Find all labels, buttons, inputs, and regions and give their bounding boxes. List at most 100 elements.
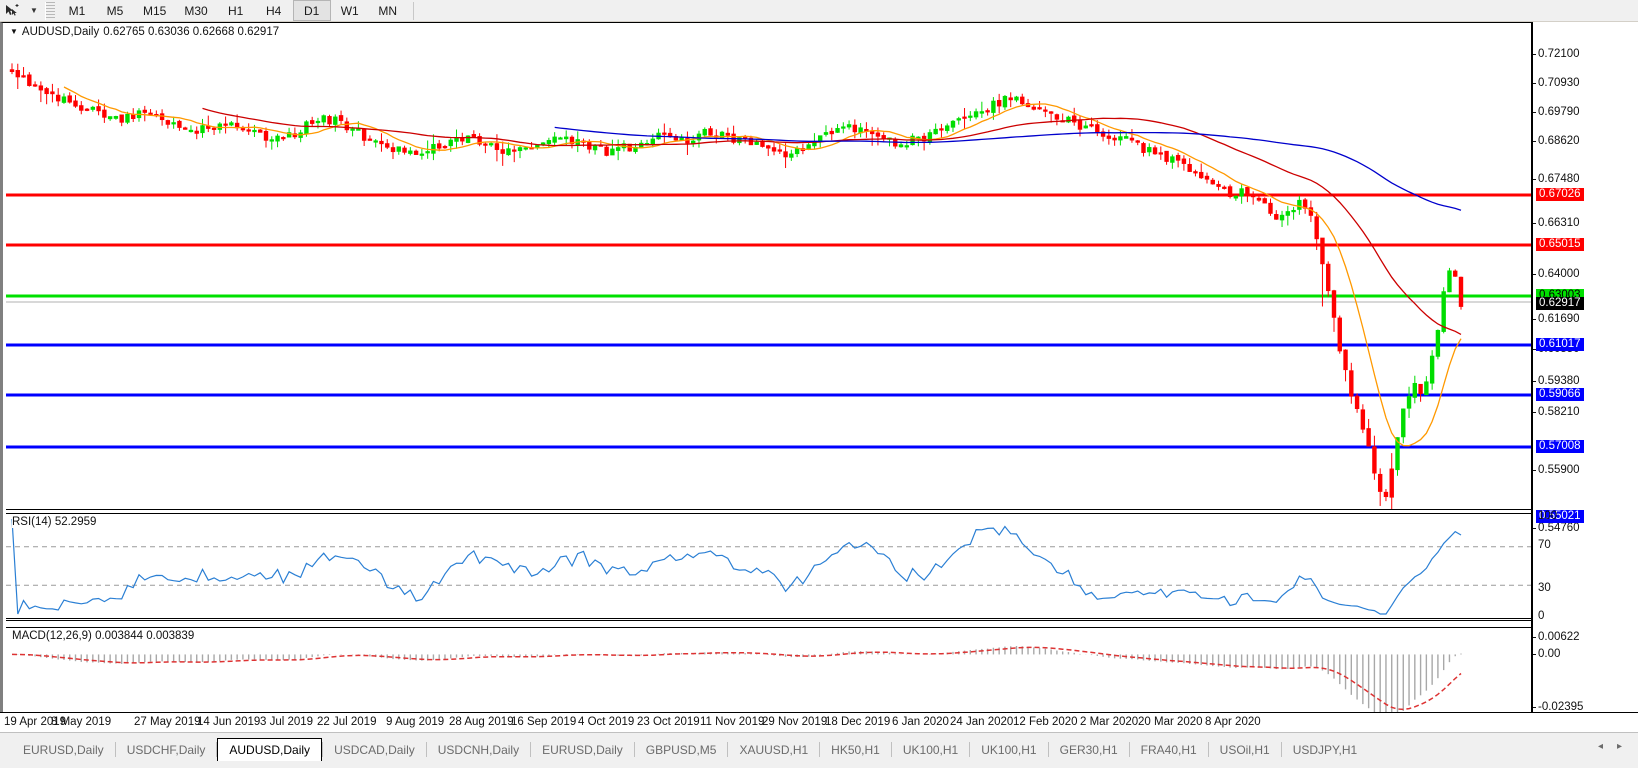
candle-body — [662, 132, 667, 135]
tab-separator — [216, 742, 218, 757]
time-axis[interactable]: 19 Apr 2019 8 May 2019 27 May 2019 14 Jun 2… — [0, 712, 1638, 732]
chart-tab-usdcnh-daily[interactable]: USDCNH,Daily — [437, 742, 520, 757]
candle-body — [483, 143, 488, 146]
candle-body — [315, 120, 321, 124]
candle-body — [719, 131, 725, 139]
price-pane-ohlc: 0.62765 0.63036 0.62668 0.62917 — [103, 26, 280, 38]
triangle-right-icon[interactable]: ▸ — [1616, 741, 1622, 752]
time-axis-label: 27 May 2019 — [134, 716, 201, 728]
candle-body — [869, 130, 875, 135]
rsi-tick: 70 — [1538, 539, 1551, 551]
chevron-down-icon[interactable]: ▼ — [10, 27, 18, 36]
candle-body — [1279, 214, 1285, 221]
price-level-label-0.57008[interactable]: 0.57008 — [1536, 440, 1584, 453]
candle-body — [1360, 409, 1366, 430]
candle-body — [1395, 437, 1400, 471]
rsi-plot[interactable] — [6, 514, 1534, 618]
chart-tab-usoil-h1[interactable]: USOil,H1 — [1219, 742, 1270, 757]
candle-body — [818, 135, 823, 141]
candle-body — [431, 144, 436, 154]
price-level-label-0.55021[interactable]: 0.55021 — [1536, 510, 1584, 523]
chart-tab-ger30-h1[interactable]: GER30,H1 — [1059, 742, 1118, 757]
chart-tab-xauusd-h1[interactable]: XAUUSD,H1 — [739, 742, 809, 757]
candle-body — [846, 124, 852, 128]
candle-body — [973, 111, 979, 118]
chart-tab-usdjpy-h1[interactable]: USDJPY,H1 — [1292, 742, 1358, 757]
chart-tab-eurusd-daily[interactable]: EURUSD,Daily — [542, 742, 623, 757]
toolbar-grip-icon[interactable] — [45, 1, 55, 20]
chart-tab-uk100-h1[interactable]: UK100,H1 — [981, 742, 1037, 757]
macd-plot[interactable] — [6, 628, 1534, 713]
chart-tab-eurusd-daily[interactable]: EURUSD,Daily — [23, 742, 104, 757]
timeframe-button-m15[interactable]: M15 — [143, 3, 167, 18]
chart-tab-gbpusd-m5[interactable]: GBPUSD,M5 — [645, 742, 717, 757]
candle-body — [546, 140, 552, 144]
price-pane[interactable]: ▼ AUDUSD,Daily 0.62765 0.63036 0.62668 0… — [6, 23, 1534, 509]
tab-separator — [114, 742, 116, 757]
time-axis-label: 2 Mar 2020 — [1080, 716, 1139, 728]
candle-body — [777, 149, 782, 152]
chart-tab-usdchf-daily[interactable]: USDCHF,Daily — [126, 742, 206, 757]
time-axis-label: 9 Aug 2019 — [386, 716, 445, 728]
candle-body — [1100, 131, 1106, 137]
candle-body — [852, 124, 858, 133]
rsi-pane[interactable]: RSI(14) 52.2959 — [6, 513, 1534, 619]
price-level-label-0.61017[interactable]: 0.61017 — [1536, 338, 1584, 351]
price-level-label-0.67026[interactable]: 0.67026 — [1536, 188, 1584, 201]
candle-body — [385, 143, 390, 148]
candle-body — [1337, 317, 1342, 352]
candle-body — [945, 125, 950, 131]
timeframe-button-h1[interactable]: H1 — [228, 3, 244, 18]
candle-body — [1297, 199, 1302, 210]
chart-area[interactable]: ▼ AUDUSD,Daily 0.62765 0.63036 0.62668 0… — [0, 22, 1638, 713]
crosshair-cursor-icon[interactable] — [0, 1, 26, 21]
candle-body — [21, 75, 26, 78]
chart-tab-fra40-h1[interactable]: FRA40,H1 — [1140, 742, 1197, 757]
chevron-down-icon[interactable]: ▼ — [30, 6, 38, 15]
timeframe-button-m5[interactable]: M5 — [106, 3, 124, 18]
candle-body — [696, 133, 702, 141]
tab-separator — [633, 742, 635, 757]
candle-body — [1141, 143, 1146, 153]
price-level-label-0.65015[interactable]: 0.65015 — [1536, 238, 1584, 251]
candle-body — [27, 74, 32, 86]
timeframe-button-w1[interactable]: W1 — [340, 3, 359, 18]
candle-body — [223, 123, 228, 126]
candle-body — [1002, 95, 1008, 108]
time-axis-label: 12 Feb 2020 — [1013, 716, 1078, 728]
candle-body — [1083, 125, 1088, 129]
candle-body — [55, 94, 61, 102]
time-axis-label: 3 Jul 2019 — [260, 716, 314, 728]
candle-body — [841, 126, 846, 129]
price-level-label-0.62917[interactable]: 0.62917 — [1536, 297, 1584, 310]
candle-body — [1233, 195, 1239, 199]
price-scale[interactable]: 0.72100 0.70930 0.69790 0.68620 0.67480 0.663… — [1533, 22, 1638, 713]
price-level-label-0.59066[interactable]: 0.59066 — [1536, 388, 1584, 401]
chart-tab-uk100-h1[interactable]: UK100,H1 — [902, 742, 959, 757]
chart-tab-usdcad-daily[interactable]: USDCAD,Daily — [334, 742, 415, 757]
triangle-left-icon[interactable]: ◂ — [1597, 741, 1603, 752]
chart-tab-audusd-daily[interactable]: AUDUSD,Daily — [217, 738, 323, 761]
timeframe-button-m1[interactable]: M1 — [68, 3, 86, 18]
timeframe-button-m30[interactable]: M30 — [184, 3, 208, 18]
macd-pane[interactable]: MACD(12,26,9) 0.003844 0.003839 — [6, 627, 1534, 713]
timeframe-button-mn[interactable]: MN — [378, 3, 398, 18]
price-plot[interactable] — [6, 23, 1534, 509]
candle-body — [1320, 237, 1325, 265]
candle-body — [1239, 188, 1244, 197]
timeframe-button-h4[interactable]: H4 — [266, 3, 282, 18]
candle-body — [119, 114, 124, 123]
candle-body — [1268, 202, 1273, 214]
candle-body — [217, 123, 223, 130]
candle-body — [1349, 370, 1354, 397]
candle-body — [881, 135, 886, 139]
candle-body — [979, 111, 985, 114]
tab-separator — [727, 742, 729, 757]
candle-body — [835, 128, 840, 133]
candle-body — [379, 140, 384, 145]
candle-body — [90, 106, 96, 110]
chart-tab-hk50-h1[interactable]: HK50,H1 — [831, 742, 880, 757]
timeframe-button-d1[interactable]: D1 — [292, 0, 331, 21]
candle-body — [1401, 408, 1406, 438]
candle-body — [1406, 396, 1412, 409]
